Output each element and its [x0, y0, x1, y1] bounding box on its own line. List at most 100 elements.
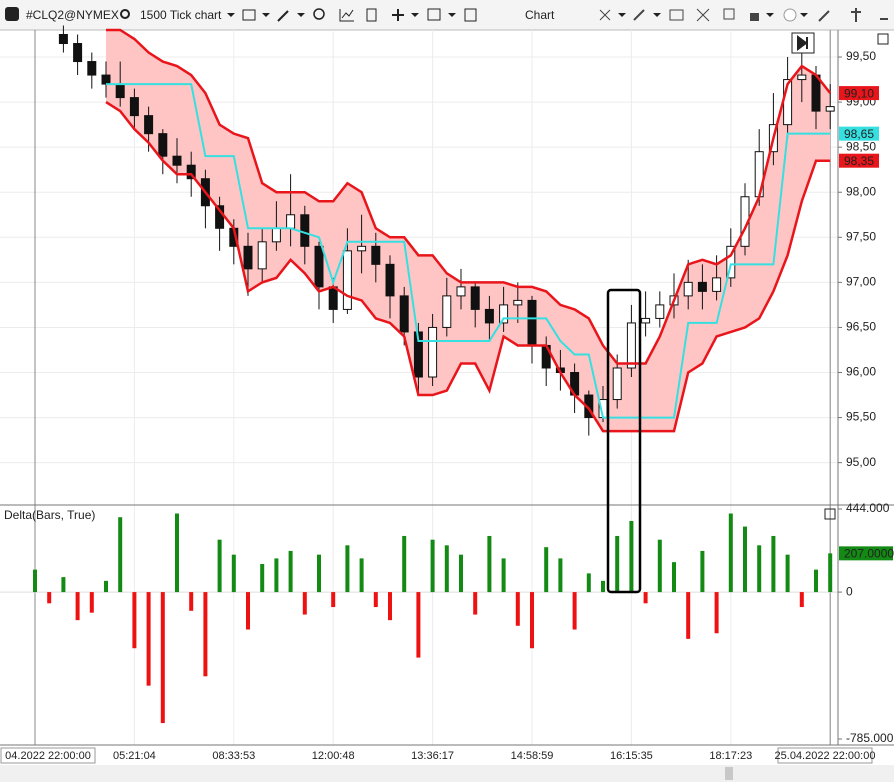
settings-icon[interactable]: [818, 10, 830, 22]
delta-bar: [302, 592, 307, 615]
indicator-icon[interactable]: [339, 9, 354, 22]
candle-body: [456, 286, 466, 297]
pin-icon[interactable]: [851, 8, 861, 22]
delta-bar: [700, 550, 705, 593]
dropdown[interactable]: [618, 13, 626, 17]
candle-body: [726, 245, 736, 279]
candle-body: [101, 74, 111, 85]
dropdown[interactable]: [448, 13, 456, 17]
candle-body: [115, 83, 125, 99]
candle-body: [499, 304, 509, 324]
delta-bar: [785, 554, 790, 593]
camera-icon[interactable]: [669, 9, 684, 21]
delta-bar: [828, 553, 833, 593]
channel-line: [105, 101, 831, 433]
color-icon[interactable]: [783, 8, 797, 22]
delta-bar: [47, 592, 52, 604]
dropdown[interactable]: [297, 13, 305, 17]
delta-bar: [686, 592, 691, 639]
app-logo[interactable]: [5, 7, 19, 21]
lock-icon[interactable]: [750, 13, 759, 21]
delta-bar: [345, 545, 350, 593]
link-icon[interactable]: [633, 9, 645, 21]
channel-line: [106, 28, 832, 365]
delta-bar: [544, 547, 549, 593]
scrollbar[interactable]: [0, 765, 894, 782]
candle-body: [186, 164, 196, 180]
delta-bar: [359, 558, 364, 593]
time-label-box: [777, 747, 873, 764]
delta-marker-label: 207.0000: [844, 547, 894, 561]
x-tick-label: 04.2022 22:00:00: [5, 750, 91, 762]
delta-marker: [839, 546, 893, 561]
delta-bar: [288, 550, 293, 593]
dropdown[interactable]: [262, 13, 270, 17]
delta-bar: [246, 592, 250, 630]
y-tick-label: 0: [846, 584, 853, 598]
delta-bar: [743, 526, 747, 593]
time-axis: 04.2022 22:00:00 05:21:04 08:33:53 12:00:48…: [0, 747, 875, 764]
delta-bar: [657, 539, 662, 593]
window-icon[interactable]: [427, 8, 441, 21]
crosshair-icon[interactable]: [392, 9, 404, 21]
y-tick-label: 95,50: [846, 410, 876, 424]
panel-toggle[interactable]: [877, 33, 889, 45]
delta-bar: [61, 577, 66, 593]
delta-bar: [515, 592, 520, 626]
tool-icon[interactable]: [599, 9, 611, 21]
delta-bar: [132, 592, 137, 649]
dropdown[interactable]: [766, 13, 774, 17]
dropdown[interactable]: [227, 13, 235, 17]
chart-type-icon[interactable]: [242, 9, 256, 21]
candle-body: [300, 214, 310, 247]
search-icon[interactable]: [120, 9, 130, 19]
candle-body: [342, 250, 352, 310]
panel-close[interactable]: [824, 508, 836, 520]
symbol[interactable]: #CLQ2@NYMEX: [26, 8, 119, 22]
interval[interactable]: 1500 Tick chart: [140, 8, 222, 22]
delta-bar: [331, 592, 336, 608]
delta-bar: [757, 545, 762, 593]
scroll-thumb[interactable]: [725, 767, 733, 780]
draw-icon[interactable]: [277, 10, 289, 22]
template-icon[interactable]: [366, 8, 377, 22]
delta-bar: [643, 592, 648, 604]
delta-bar: [33, 569, 37, 593]
candle-body: [612, 367, 622, 401]
delta-bar: [459, 554, 463, 593]
zoom-icon[interactable]: [313, 8, 325, 20]
delta-bar: [799, 592, 804, 608]
delta-panel: Delta(Bars, True) 444.000 0 -785.000 207.000…: [0, 501, 894, 745]
dropdown[interactable]: [800, 13, 808, 17]
candle-body: [385, 263, 395, 297]
delta-bar: [388, 592, 392, 621]
price-marker: [839, 126, 879, 141]
candle-body: [371, 245, 381, 265]
expand-icon[interactable]: [696, 8, 710, 22]
delta-bar: [274, 558, 279, 593]
dropdown[interactable]: [411, 13, 419, 17]
toolbar: #CLQ2@NYMEX 1500 Tick chart Chart: [0, 0, 894, 30]
candle-body: [314, 245, 324, 288]
delta-bar: [629, 520, 634, 593]
delta-bar: [146, 592, 151, 686]
dropdown[interactable]: [653, 13, 661, 17]
panel-icon[interactable]: [464, 8, 477, 22]
delta-bar: [487, 535, 492, 593]
candle-body: [683, 281, 693, 297]
candle-body: [328, 286, 338, 310]
candle-body: [470, 286, 480, 310]
copy-icon[interactable]: [723, 8, 735, 20]
price-marker-label: 98,65: [844, 127, 874, 141]
delta-bar: [75, 592, 80, 621]
x-tick-label: 18:17:23: [709, 750, 752, 762]
price-panel: 95,00 95,50 96,00 96,50 97,00 97,50 98,00 98,50…: [0, 25, 879, 745]
delta-bar: [89, 592, 94, 613]
delta-bar: [402, 535, 407, 593]
candle-body: [655, 304, 665, 319]
delta-bar: [260, 564, 265, 593]
candle-body: [58, 34, 68, 45]
delta-bar: [728, 513, 733, 593]
delta-bar: [572, 592, 577, 630]
